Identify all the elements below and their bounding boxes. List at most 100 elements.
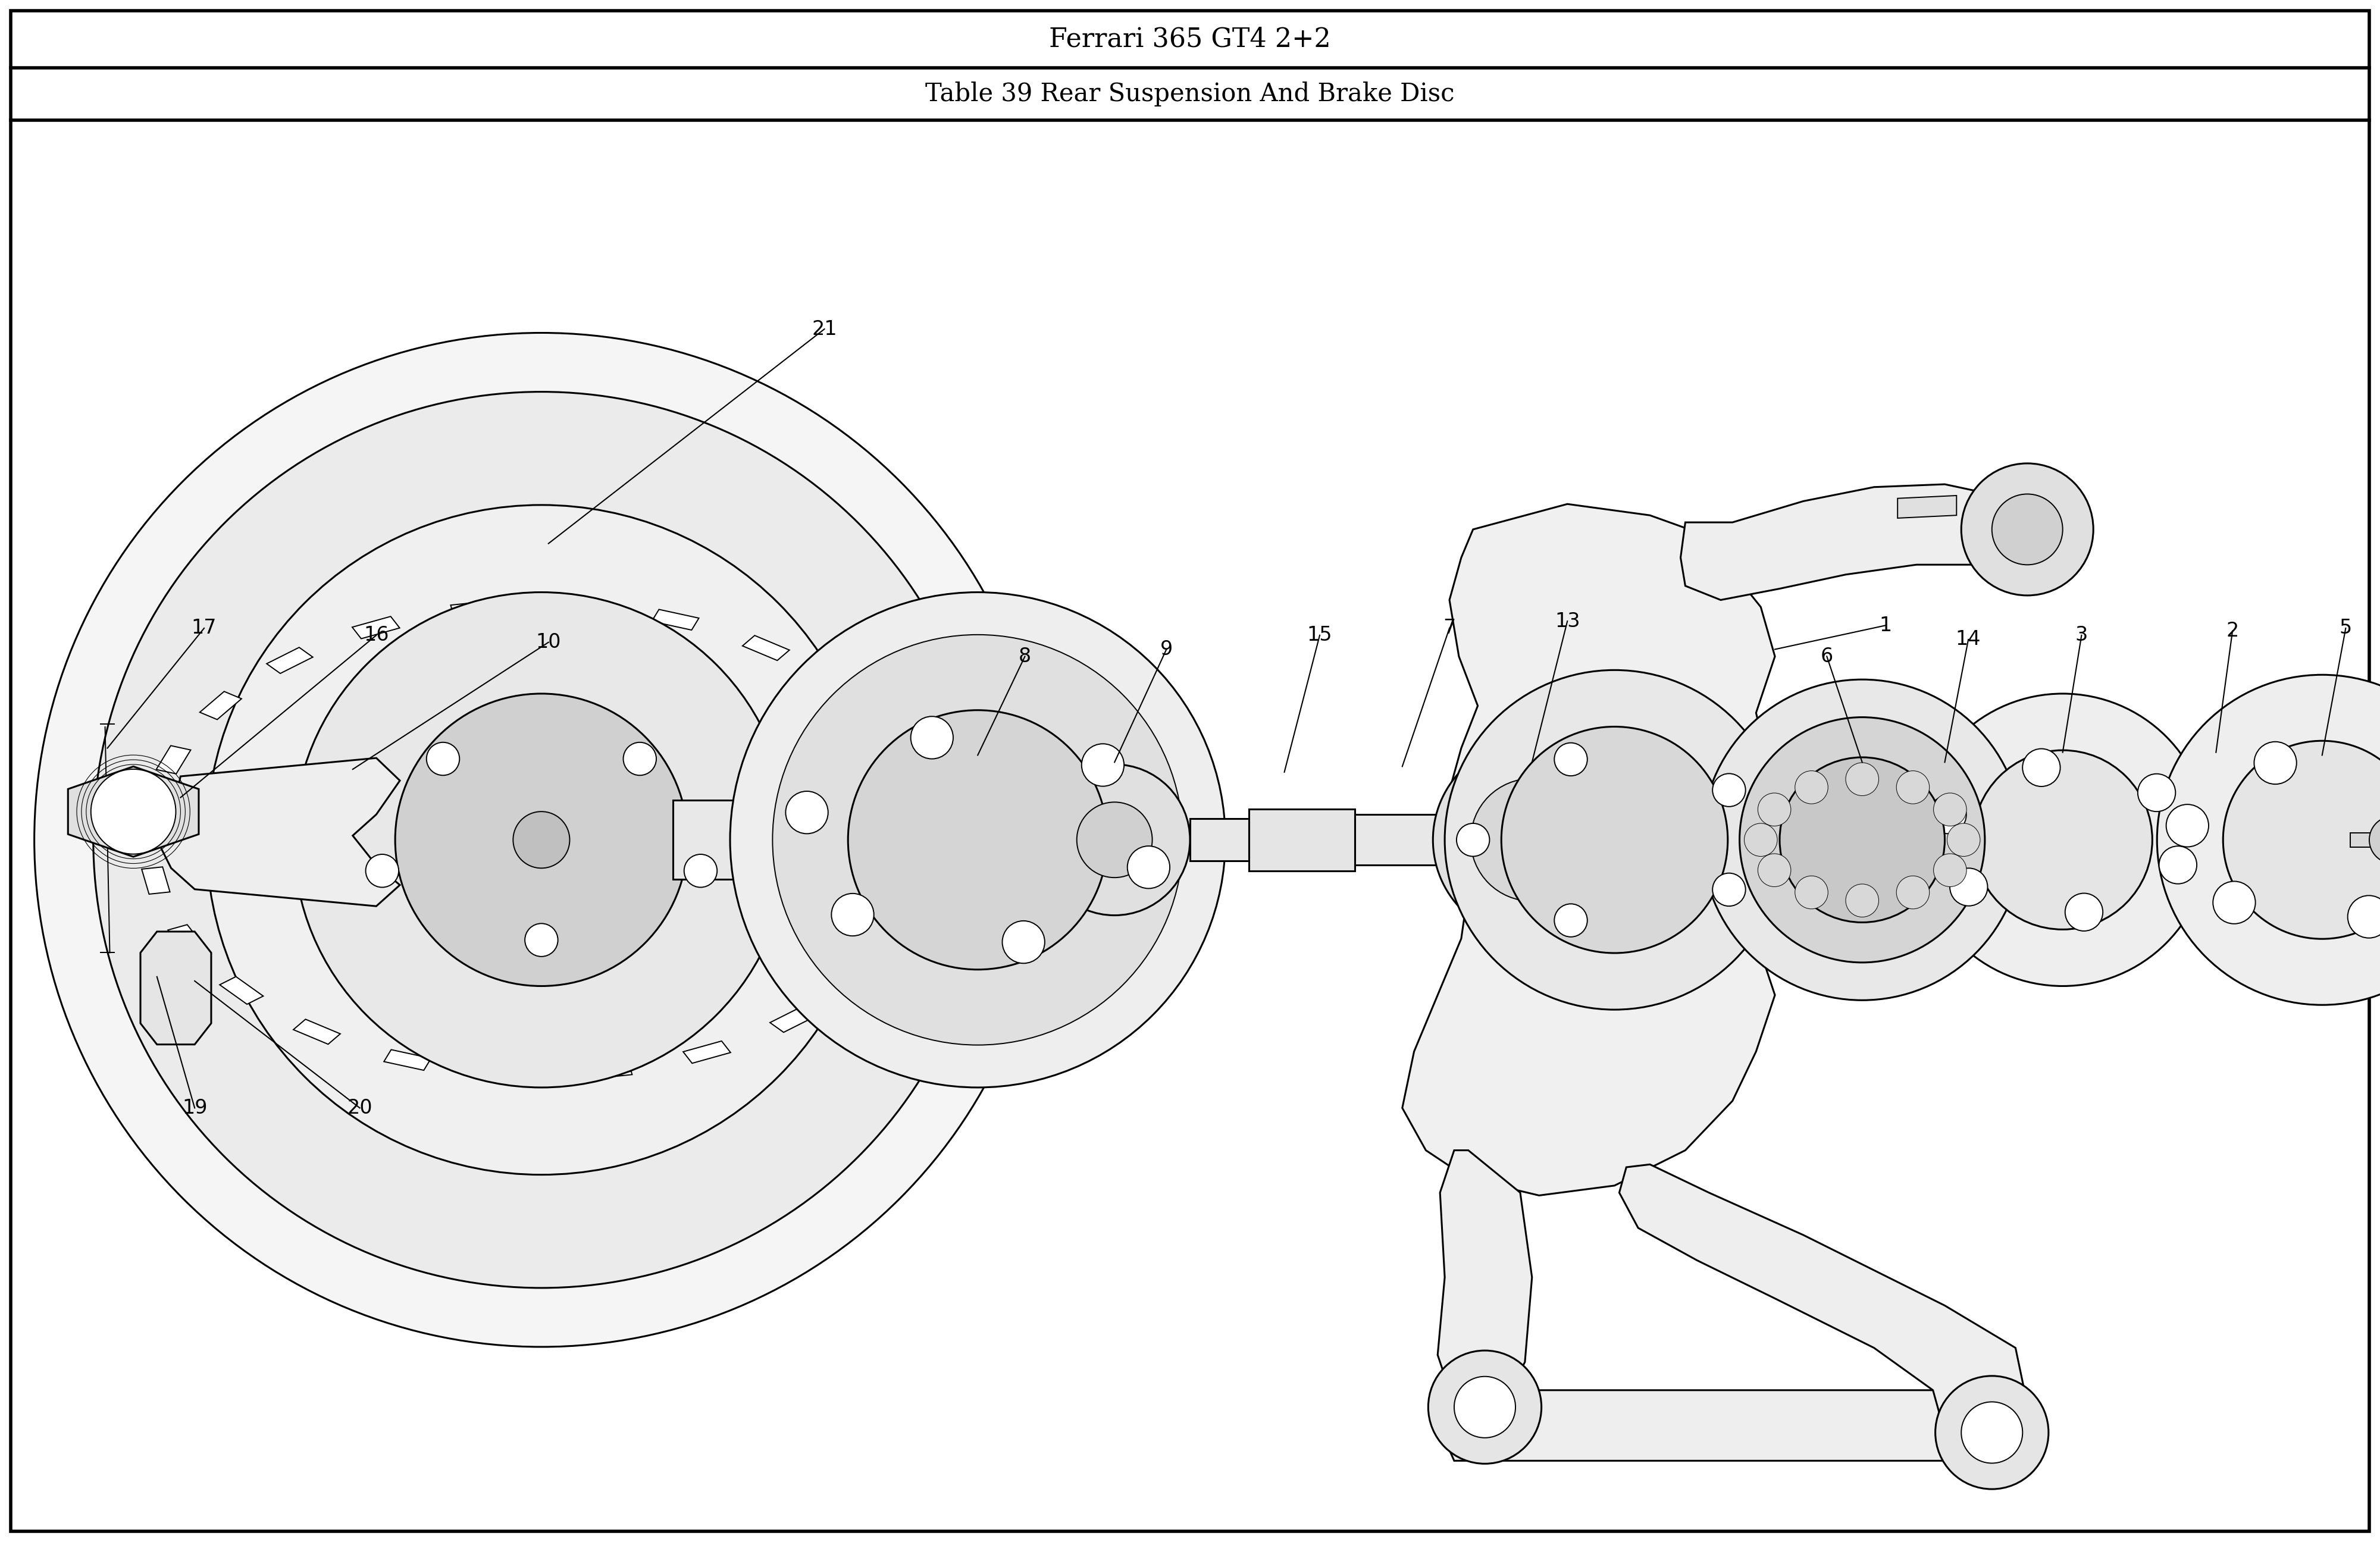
Polygon shape [450,601,495,618]
Text: 10: 10 [536,632,562,652]
Polygon shape [157,759,400,907]
Circle shape [774,635,1183,1045]
Text: Ferrari 365 GT4 2+2: Ferrari 365 GT4 2+2 [1050,26,1330,52]
Polygon shape [892,905,926,934]
Polygon shape [169,925,205,953]
Circle shape [514,811,569,868]
Polygon shape [674,800,847,879]
Circle shape [1502,726,1728,953]
Polygon shape [919,847,945,873]
Circle shape [1554,904,1587,938]
Circle shape [1928,796,1966,834]
Polygon shape [486,1066,528,1081]
Circle shape [1702,680,2023,1001]
Circle shape [624,742,657,776]
Circle shape [367,854,400,887]
Circle shape [683,854,716,887]
Polygon shape [200,691,240,720]
Circle shape [2166,805,2209,847]
Polygon shape [1250,810,1354,871]
Polygon shape [1402,504,1780,1195]
Text: 7: 7 [1442,618,1457,638]
Text: 20: 20 [347,1098,371,1118]
Polygon shape [990,811,1059,868]
Circle shape [731,592,1226,1087]
Text: 8: 8 [1019,646,1031,666]
Circle shape [912,717,952,759]
Circle shape [1780,757,1944,922]
Circle shape [395,694,688,985]
Polygon shape [2351,833,2380,847]
Circle shape [1554,743,1587,776]
Polygon shape [1354,814,1473,865]
Circle shape [33,333,1050,1346]
Text: Table 39 Rear Suspension And Brake Disc: Table 39 Rear Suspension And Brake Disc [926,82,1454,106]
Circle shape [1897,876,1930,908]
Text: 3: 3 [2075,626,2087,645]
Text: 6: 6 [1821,646,1833,666]
Polygon shape [555,600,597,614]
Polygon shape [585,1062,633,1079]
Circle shape [847,711,1107,970]
Polygon shape [1438,1150,1533,1405]
Circle shape [207,504,876,1175]
Circle shape [2137,774,2175,811]
Text: 19: 19 [181,1098,207,1118]
Text: 16: 16 [364,626,388,645]
Circle shape [1961,464,2094,595]
Text: 13: 13 [1554,611,1580,631]
Text: 15: 15 [1307,626,1333,645]
Polygon shape [140,931,212,1044]
Circle shape [293,592,790,1087]
Circle shape [1759,793,1790,827]
Polygon shape [219,976,264,1004]
Polygon shape [683,1041,731,1064]
Polygon shape [652,609,700,631]
Circle shape [831,893,873,936]
Circle shape [1445,671,1785,1010]
Polygon shape [840,961,883,988]
Text: 5: 5 [2340,618,2351,638]
Polygon shape [267,648,312,674]
Polygon shape [352,617,400,638]
Circle shape [93,392,990,1288]
Polygon shape [914,785,940,813]
Circle shape [1128,847,1171,888]
Circle shape [1457,823,1490,856]
Text: 9: 9 [1159,640,1173,658]
Circle shape [1714,873,1745,907]
Circle shape [1795,771,1828,803]
Circle shape [785,791,828,834]
Circle shape [426,742,459,776]
Polygon shape [771,1007,816,1032]
Text: 2: 2 [2225,621,2240,641]
Polygon shape [143,867,169,894]
Polygon shape [293,1019,340,1044]
Circle shape [1916,694,2209,985]
Circle shape [1081,743,1123,786]
Polygon shape [138,806,164,833]
Circle shape [2159,847,2197,884]
Polygon shape [383,1050,431,1070]
Text: 17: 17 [190,618,217,638]
Circle shape [1759,854,1790,887]
Circle shape [1454,1377,1516,1437]
Circle shape [1947,823,1980,856]
Circle shape [1973,751,2152,930]
Circle shape [1933,793,1966,827]
Circle shape [1844,884,1878,917]
Text: 21: 21 [812,319,838,339]
Circle shape [1002,921,1045,964]
Circle shape [1428,1351,1542,1463]
Text: 1: 1 [1880,615,1892,635]
Circle shape [2254,742,2297,785]
Polygon shape [1618,1164,2028,1433]
Circle shape [2156,675,2380,1005]
Circle shape [1795,876,1828,908]
Circle shape [1844,763,1878,796]
Circle shape [526,924,557,956]
Circle shape [2347,896,2380,938]
Circle shape [2370,816,2380,864]
Polygon shape [1190,819,1250,860]
Polygon shape [743,635,790,660]
